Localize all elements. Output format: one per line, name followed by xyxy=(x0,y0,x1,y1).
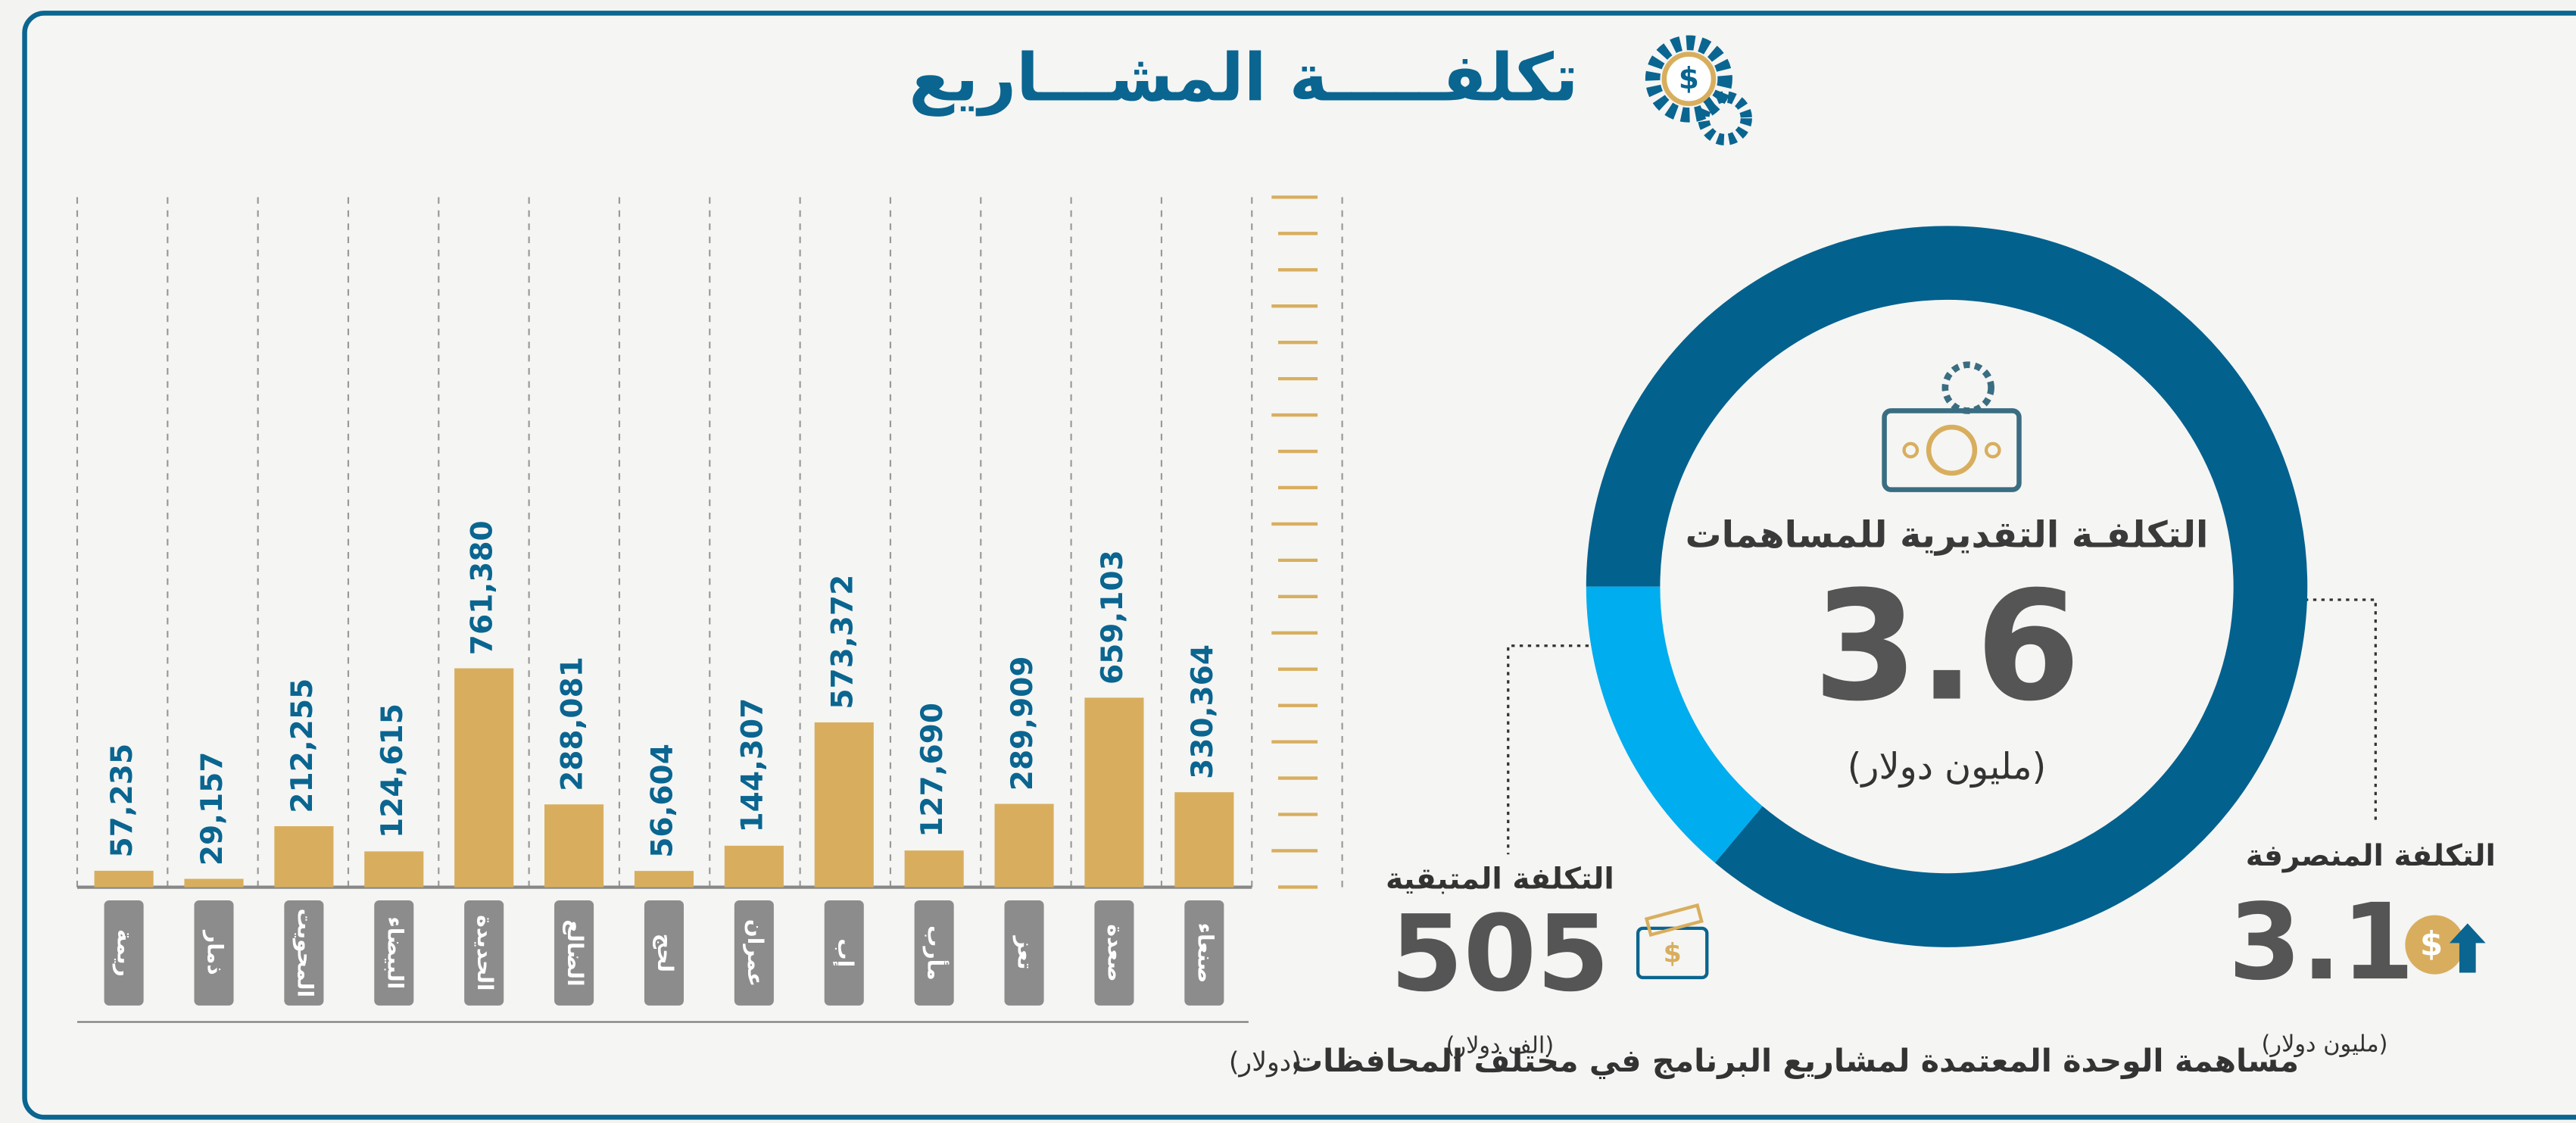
bar xyxy=(1174,792,1234,887)
value-label: 57,235 xyxy=(105,744,139,858)
category-label: الحديدة xyxy=(472,915,497,990)
svg-text:$: $ xyxy=(2420,925,2443,963)
bar xyxy=(94,870,154,887)
category-tag xyxy=(284,900,324,1006)
category-tag xyxy=(1004,900,1044,1006)
category-tag xyxy=(104,900,144,1006)
category-label: صعدة xyxy=(1102,924,1127,981)
svg-text:$: $ xyxy=(1679,62,1699,96)
value-label: 289,909 xyxy=(1006,656,1040,791)
category-label: عمران xyxy=(743,919,768,987)
value-label: 144,307 xyxy=(735,698,769,833)
donut-segment xyxy=(1586,226,2308,947)
value-label: 573,372 xyxy=(825,575,859,710)
category-tag xyxy=(914,900,954,1006)
bar xyxy=(634,871,694,887)
bar xyxy=(184,878,244,887)
value-label: 212,255 xyxy=(285,678,320,813)
category-tag xyxy=(464,900,504,1006)
total-unit: (مليون دولار) xyxy=(1848,746,2046,788)
spent-label: التكلفة المنصرفة xyxy=(2246,839,2496,873)
category-label: الضالع xyxy=(563,919,588,986)
remaining-label: التكلفة المتبقية xyxy=(1386,862,1614,896)
category-label: تعز xyxy=(1013,934,1038,969)
value-label: 124,615 xyxy=(376,703,410,838)
category-tag xyxy=(1094,900,1134,1006)
total-value: 3.6 xyxy=(1813,560,2081,735)
page-title: تكلفـــــة المشـــاريع xyxy=(909,39,1578,116)
bar xyxy=(724,845,784,887)
value-label: 29,157 xyxy=(195,752,229,866)
value-label: 127,690 xyxy=(915,703,950,838)
spent-unit: (مليون دولار) xyxy=(2262,1031,2388,1057)
axis-decoration xyxy=(76,195,1343,889)
caption-text: مساهمة الوحدة المعتمدة لمشاريع البرنامج … xyxy=(1292,1043,2299,1080)
category-label: صنعاء xyxy=(1193,923,1218,984)
remaining-value: 505 xyxy=(1390,892,1610,1015)
category-label: ريمة xyxy=(113,929,138,977)
gear-icon: $ xyxy=(1645,35,1752,146)
bar xyxy=(904,850,964,887)
category-tag xyxy=(554,900,594,1006)
category-label: مأرب xyxy=(923,925,950,981)
donut-segment xyxy=(1586,585,1764,863)
category-label: ذمار xyxy=(202,929,227,975)
bar xyxy=(454,668,514,887)
category-tag xyxy=(734,900,774,1006)
cash-icon: $ xyxy=(1636,903,1709,980)
money-icon xyxy=(1882,361,2022,492)
category-label: المحويت xyxy=(292,909,317,998)
chart-caption: مساهمة الوحدة المعتمدة لمشاريع البرنامج … xyxy=(1229,1043,2299,1080)
bar xyxy=(1084,697,1144,887)
bar xyxy=(994,803,1054,887)
remaining-unit: (الف دولار) xyxy=(1446,1033,1555,1059)
category-tag xyxy=(194,900,234,1006)
category-label: إب xyxy=(832,938,858,967)
category-label: البيضاء xyxy=(382,916,407,989)
bar xyxy=(814,722,874,887)
spent-value: 3.1 xyxy=(2228,881,2415,1003)
category-tag xyxy=(824,900,864,1006)
bar xyxy=(274,826,334,887)
donut-title: التكلفـة التقديرية للمساهمات xyxy=(1686,514,2209,556)
value-label: 330,364 xyxy=(1186,644,1220,779)
category-label: لحج xyxy=(653,934,678,972)
category-tag xyxy=(1184,900,1224,1006)
value-label: 288,081 xyxy=(556,657,590,791)
bar xyxy=(544,804,604,887)
bar xyxy=(364,851,424,887)
coin-icon: $ xyxy=(2405,915,2486,975)
caption-unit: (دولار) xyxy=(1229,1047,1302,1078)
svg-text:$: $ xyxy=(1664,939,1682,969)
value-label: 659,103 xyxy=(1096,550,1130,685)
category-tag xyxy=(374,900,414,1006)
value-label: 761,380 xyxy=(466,520,500,655)
category-tag xyxy=(644,900,685,1006)
value-label: 56,604 xyxy=(645,744,679,858)
